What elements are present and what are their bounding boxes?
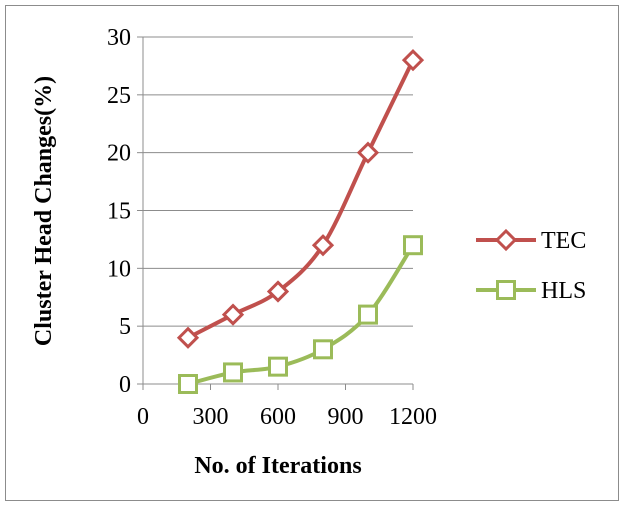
x-axis-title: No. of Iterations bbox=[194, 453, 361, 479]
x-tick-label: 600 bbox=[260, 404, 296, 430]
x-tick-label: 0 bbox=[137, 404, 149, 430]
legend-entry-tec: TEC bbox=[476, 228, 586, 254]
data-point-hls bbox=[313, 339, 333, 360]
series-tec bbox=[176, 49, 425, 349]
data-point-hls bbox=[178, 374, 198, 394]
legend: TEC HLS bbox=[476, 228, 586, 304]
grid-lines bbox=[143, 36, 413, 327]
y-tick-label: 5 bbox=[119, 314, 131, 340]
y-tick-label: 10 bbox=[107, 256, 131, 282]
axes bbox=[137, 36, 414, 390]
data-point-hls bbox=[358, 304, 378, 325]
data-point-hls bbox=[403, 235, 423, 256]
y-tick-label: 0 bbox=[119, 372, 131, 398]
x-tick-label: 900 bbox=[328, 404, 364, 430]
y-tick-labels: 0 5 10 15 20 25 30 bbox=[107, 25, 131, 398]
data-point-hls bbox=[268, 356, 288, 377]
legend-label: HLS bbox=[541, 278, 586, 304]
legend-label: TEC bbox=[541, 228, 586, 254]
legend-marker bbox=[496, 280, 516, 300]
line-chart: 0 5 10 15 20 25 30 0 300 600 900 1200 Cluster Head… bbox=[31, 25, 586, 479]
data-point-tec bbox=[356, 141, 380, 164]
y-tick-label: 20 bbox=[107, 141, 131, 167]
y-tick-label: 15 bbox=[107, 199, 131, 225]
chart-frame: 0 5 10 15 20 25 30 0 300 600 900 1200 Cluster Head… bbox=[5, 5, 619, 501]
legend-marker bbox=[494, 228, 518, 252]
data-point-tec bbox=[311, 234, 335, 257]
y-tick-label: 30 bbox=[107, 25, 131, 51]
x-tick-label: 300 bbox=[193, 404, 229, 430]
x-tick-labels: 0 300 600 900 1200 bbox=[137, 404, 437, 430]
data-point-tec bbox=[176, 326, 200, 349]
data-point-tec bbox=[266, 280, 290, 303]
legend-entry-hls: HLS bbox=[476, 278, 586, 304]
data-point-tec bbox=[401, 49, 425, 72]
y-tick-label: 25 bbox=[107, 83, 131, 109]
y-axis-title: Cluster Head Changes(%) bbox=[31, 76, 57, 346]
data-point-hls bbox=[223, 362, 243, 383]
series-hls bbox=[178, 235, 423, 394]
series bbox=[176, 49, 425, 394]
data-point-tec bbox=[221, 303, 245, 326]
series-line-hls bbox=[187, 244, 415, 386]
x-tick-label: 1200 bbox=[389, 404, 437, 430]
